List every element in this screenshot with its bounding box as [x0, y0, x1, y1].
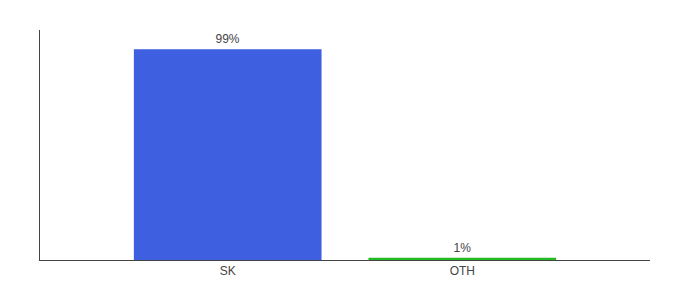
svg-text:1%: 1% [453, 241, 471, 255]
svg-text:SK: SK [220, 264, 236, 278]
svg-text:99%: 99% [216, 32, 240, 46]
svg-text:OTH: OTH [450, 264, 475, 278]
